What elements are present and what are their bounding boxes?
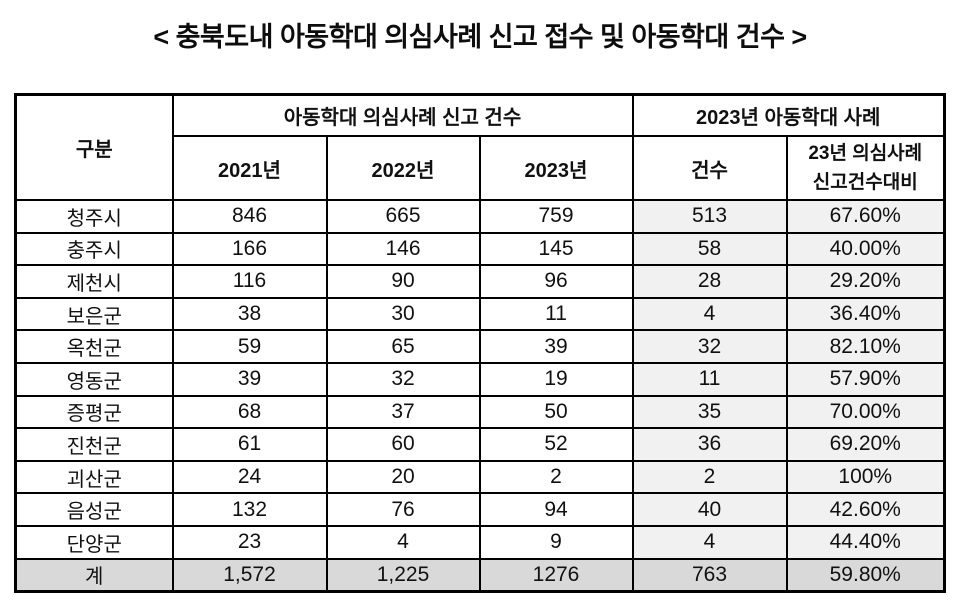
value-2022-cell: 4: [325, 524, 481, 560]
case-count-cell: 58: [631, 231, 788, 267]
ratio-cell: 40.00%: [785, 231, 946, 267]
header-ratio-line-1: 23년 의심사례: [808, 142, 923, 164]
value-2021-cell: 59: [171, 329, 328, 364]
ratio-cell: 29.20%: [785, 264, 946, 299]
ratio-cell: 42.60%: [785, 492, 946, 527]
value-2021-cell: 68: [171, 394, 328, 430]
region-cell: 영동군: [14, 361, 174, 397]
table-row: 진천군 61 60 52 36 69.20%: [14, 427, 946, 462]
case-count-cell: 28: [631, 264, 788, 299]
value-2022-cell: 65: [325, 329, 481, 364]
data-table: 구분 아동학대 의심사례 신고 건수 2023년 아동학대 사례 2021년 2…: [14, 93, 946, 594]
region-cell: 제천시: [14, 264, 174, 299]
header-cell-2021: 2021년: [171, 135, 328, 201]
case-count-cell: 4: [631, 296, 788, 332]
ratio-cell: 57.90%: [785, 361, 946, 397]
region-cell: 음성군: [14, 492, 174, 527]
region-cell: 진천군: [14, 427, 174, 462]
ratio-cell: 82.10%: [785, 329, 946, 364]
value-2022-cell: 37: [325, 394, 481, 430]
case-count-cell: 40: [631, 492, 788, 527]
value-2023-cell: 19: [478, 361, 634, 397]
value-2023-cell: 50: [478, 394, 634, 430]
table-row: 영동군 39 32 19 11 57.90%: [14, 361, 946, 397]
ratio-cell: 70.00%: [785, 394, 946, 430]
value-2022-cell: 76: [325, 492, 481, 527]
value-2023-cell: 39: [478, 329, 634, 364]
total-ratio-cell: 59.80%: [785, 557, 946, 593]
value-2021-cell: 24: [171, 459, 328, 495]
ratio-cell: 69.20%: [785, 427, 946, 462]
value-2022-cell: 32: [325, 361, 481, 397]
value-2022-cell: 60: [325, 427, 481, 462]
value-2021-cell: 38: [171, 296, 328, 332]
table-row: 보은군 38 30 11 4 36.40%: [14, 296, 946, 332]
table-row: 청주시 846 665 759 513 67.60%: [14, 199, 946, 234]
value-2021-cell: 846: [171, 199, 328, 234]
header-group-reports: 아동학대 의심사례 신고 건수: [171, 93, 634, 137]
value-2021-cell: 23: [171, 524, 328, 560]
table-row: 괴산군 24 20 2 2 100%: [14, 459, 946, 495]
value-2021-cell: 39: [171, 361, 328, 397]
value-2021-cell: 132: [171, 492, 328, 527]
ratio-cell: 36.40%: [785, 296, 946, 332]
case-count-cell: 513: [631, 199, 788, 234]
header-cell-2023: 2023년: [478, 135, 634, 201]
total-2023-cell: 1276: [478, 557, 634, 593]
value-2023-cell: 11: [478, 296, 634, 332]
header-cell-count: 건수: [631, 135, 788, 201]
value-2021-cell: 166: [171, 231, 328, 267]
value-2022-cell: 146: [325, 231, 481, 267]
value-2023-cell: 96: [478, 264, 634, 299]
ratio-cell: 67.60%: [785, 199, 946, 234]
case-count-cell: 4: [631, 524, 788, 560]
ratio-cell: 44.40%: [785, 524, 946, 560]
region-cell: 증평군: [14, 394, 174, 430]
header-cell-2022: 2022년: [325, 135, 481, 201]
total-label-cell: 계: [14, 557, 174, 593]
total-2022-cell: 1,225: [325, 557, 481, 593]
region-cell: 청주시: [14, 199, 174, 234]
header-cell-category: 구분: [14, 93, 174, 201]
region-cell: 괴산군: [14, 459, 174, 495]
case-count-cell: 2: [631, 459, 788, 495]
total-2021-cell: 1,572: [171, 557, 328, 593]
value-2023-cell: 759: [478, 199, 634, 234]
value-2023-cell: 52: [478, 427, 634, 462]
header-row-groups: 구분 아동학대 의심사례 신고 건수 2023년 아동학대 사례: [14, 93, 946, 201]
value-2023-cell: 145: [478, 231, 634, 267]
table-row: 충주시 166 146 145 58 40.00%: [14, 231, 946, 267]
case-count-cell: 32: [631, 329, 788, 364]
header-ratio-line-2: 신고건수대비: [812, 172, 918, 193]
table-row: 단양군 23 4 9 4 44.40%: [14, 524, 946, 560]
region-cell: 옥천군: [14, 329, 174, 364]
case-count-cell: 35: [631, 394, 788, 430]
header-cell-ratio: 23년 의심사례 신고건수대비: [785, 135, 946, 201]
value-2021-cell: 116: [171, 264, 328, 299]
region-cell: 단양군: [14, 524, 174, 560]
region-cell: 충주시: [14, 231, 174, 267]
value-2022-cell: 30: [325, 296, 481, 332]
value-2023-cell: 9: [478, 524, 634, 560]
value-2022-cell: 20: [325, 459, 481, 495]
ratio-cell: 100%: [785, 459, 946, 495]
value-2022-cell: 665: [325, 199, 481, 234]
table-row: 음성군 132 76 94 40 42.60%: [14, 492, 946, 527]
value-2023-cell: 94: [478, 492, 634, 527]
case-count-cell: 11: [631, 361, 788, 397]
header-row-columns: 2021년 2022년 2023년 건수 23년 의심사례 신고건수대비: [16, 135, 946, 201]
table-row: 증평군 68 37 50 35 70.00%: [14, 394, 946, 430]
total-row: 계 1,572 1,225 1276 763 59.80%: [14, 557, 946, 593]
header-group-cases-2023: 2023년 아동학대 사례: [631, 93, 946, 137]
region-cell: 보은군: [14, 296, 174, 332]
table-row: 제천시 116 90 96 28 29.20%: [14, 264, 946, 299]
value-2021-cell: 61: [171, 427, 328, 462]
case-count-cell: 36: [631, 427, 788, 462]
value-2023-cell: 2: [478, 459, 634, 495]
page-title: < 충북도내 아동학대 의심사례 신고 접수 및 아동학대 건수 >: [153, 22, 807, 52]
table-row: 옥천군 59 65 39 32 82.10%: [14, 329, 946, 364]
value-2022-cell: 90: [325, 264, 481, 299]
total-count-cell: 763: [631, 557, 788, 593]
